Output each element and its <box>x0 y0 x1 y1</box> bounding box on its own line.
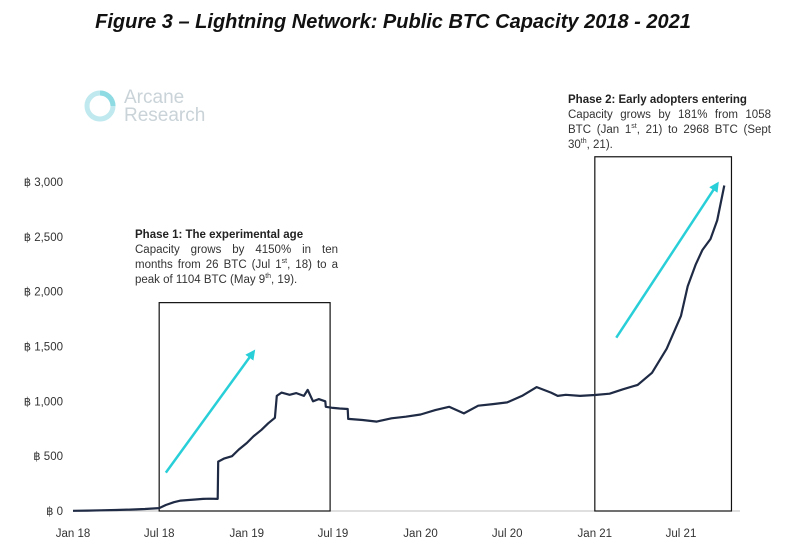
logo-text-line2: Research <box>124 105 206 126</box>
x-tick-label: Jan 18 <box>56 528 91 540</box>
figure-title: Figure 3 – Lightning Network: Public BTC… <box>95 11 691 33</box>
x-tick-label: Jul 19 <box>318 528 349 540</box>
x-tick-label: Jan 19 <box>230 528 265 540</box>
y-tick-label: ฿ 2,500 <box>24 231 63 244</box>
y-tick-label: ฿ 500 <box>33 450 63 463</box>
x-tick-label: Jan 20 <box>403 528 438 540</box>
phase2-growth-arrow <box>615 181 719 339</box>
phase2-annotation: Phase 2: Early adopters entering Capacit… <box>568 93 771 153</box>
x-tick-label: Jul 20 <box>492 528 523 540</box>
phase2-body: Capacity grows by 181% from 1058 BTC (Ja… <box>568 109 771 151</box>
y-tick-label: ฿ 0 <box>46 505 63 518</box>
phase1-body: Capacity grows by 4150% in ten months fr… <box>135 244 338 286</box>
phase2-box <box>594 156 733 512</box>
phase1-annotation: Phase 1: The experimental age Capacity g… <box>135 228 338 288</box>
logo-text-line1: Arcane <box>124 87 185 108</box>
phase1-title: Phase 1: The experimental age <box>135 229 304 241</box>
x-tick-label: Jul 18 <box>144 528 175 540</box>
y-tick-label: ฿ 2,000 <box>24 286 63 299</box>
phase1-growth-arrow <box>164 349 256 474</box>
capacity-series-line <box>72 185 726 512</box>
x-tick-label: Jan 21 <box>578 528 613 540</box>
y-tick-label: ฿ 1,500 <box>24 341 63 354</box>
arcane-research-logo: Arcane Research <box>82 86 212 128</box>
y-tick-label: ฿ 3,000 <box>24 176 63 189</box>
arcane-logo-icon <box>84 90 116 122</box>
x-tick-label: Jul 21 <box>666 528 697 540</box>
phase1-box <box>158 302 331 512</box>
y-tick-label: ฿ 1,000 <box>24 395 63 408</box>
phase2-title: Phase 2: Early adopters entering <box>568 94 747 106</box>
